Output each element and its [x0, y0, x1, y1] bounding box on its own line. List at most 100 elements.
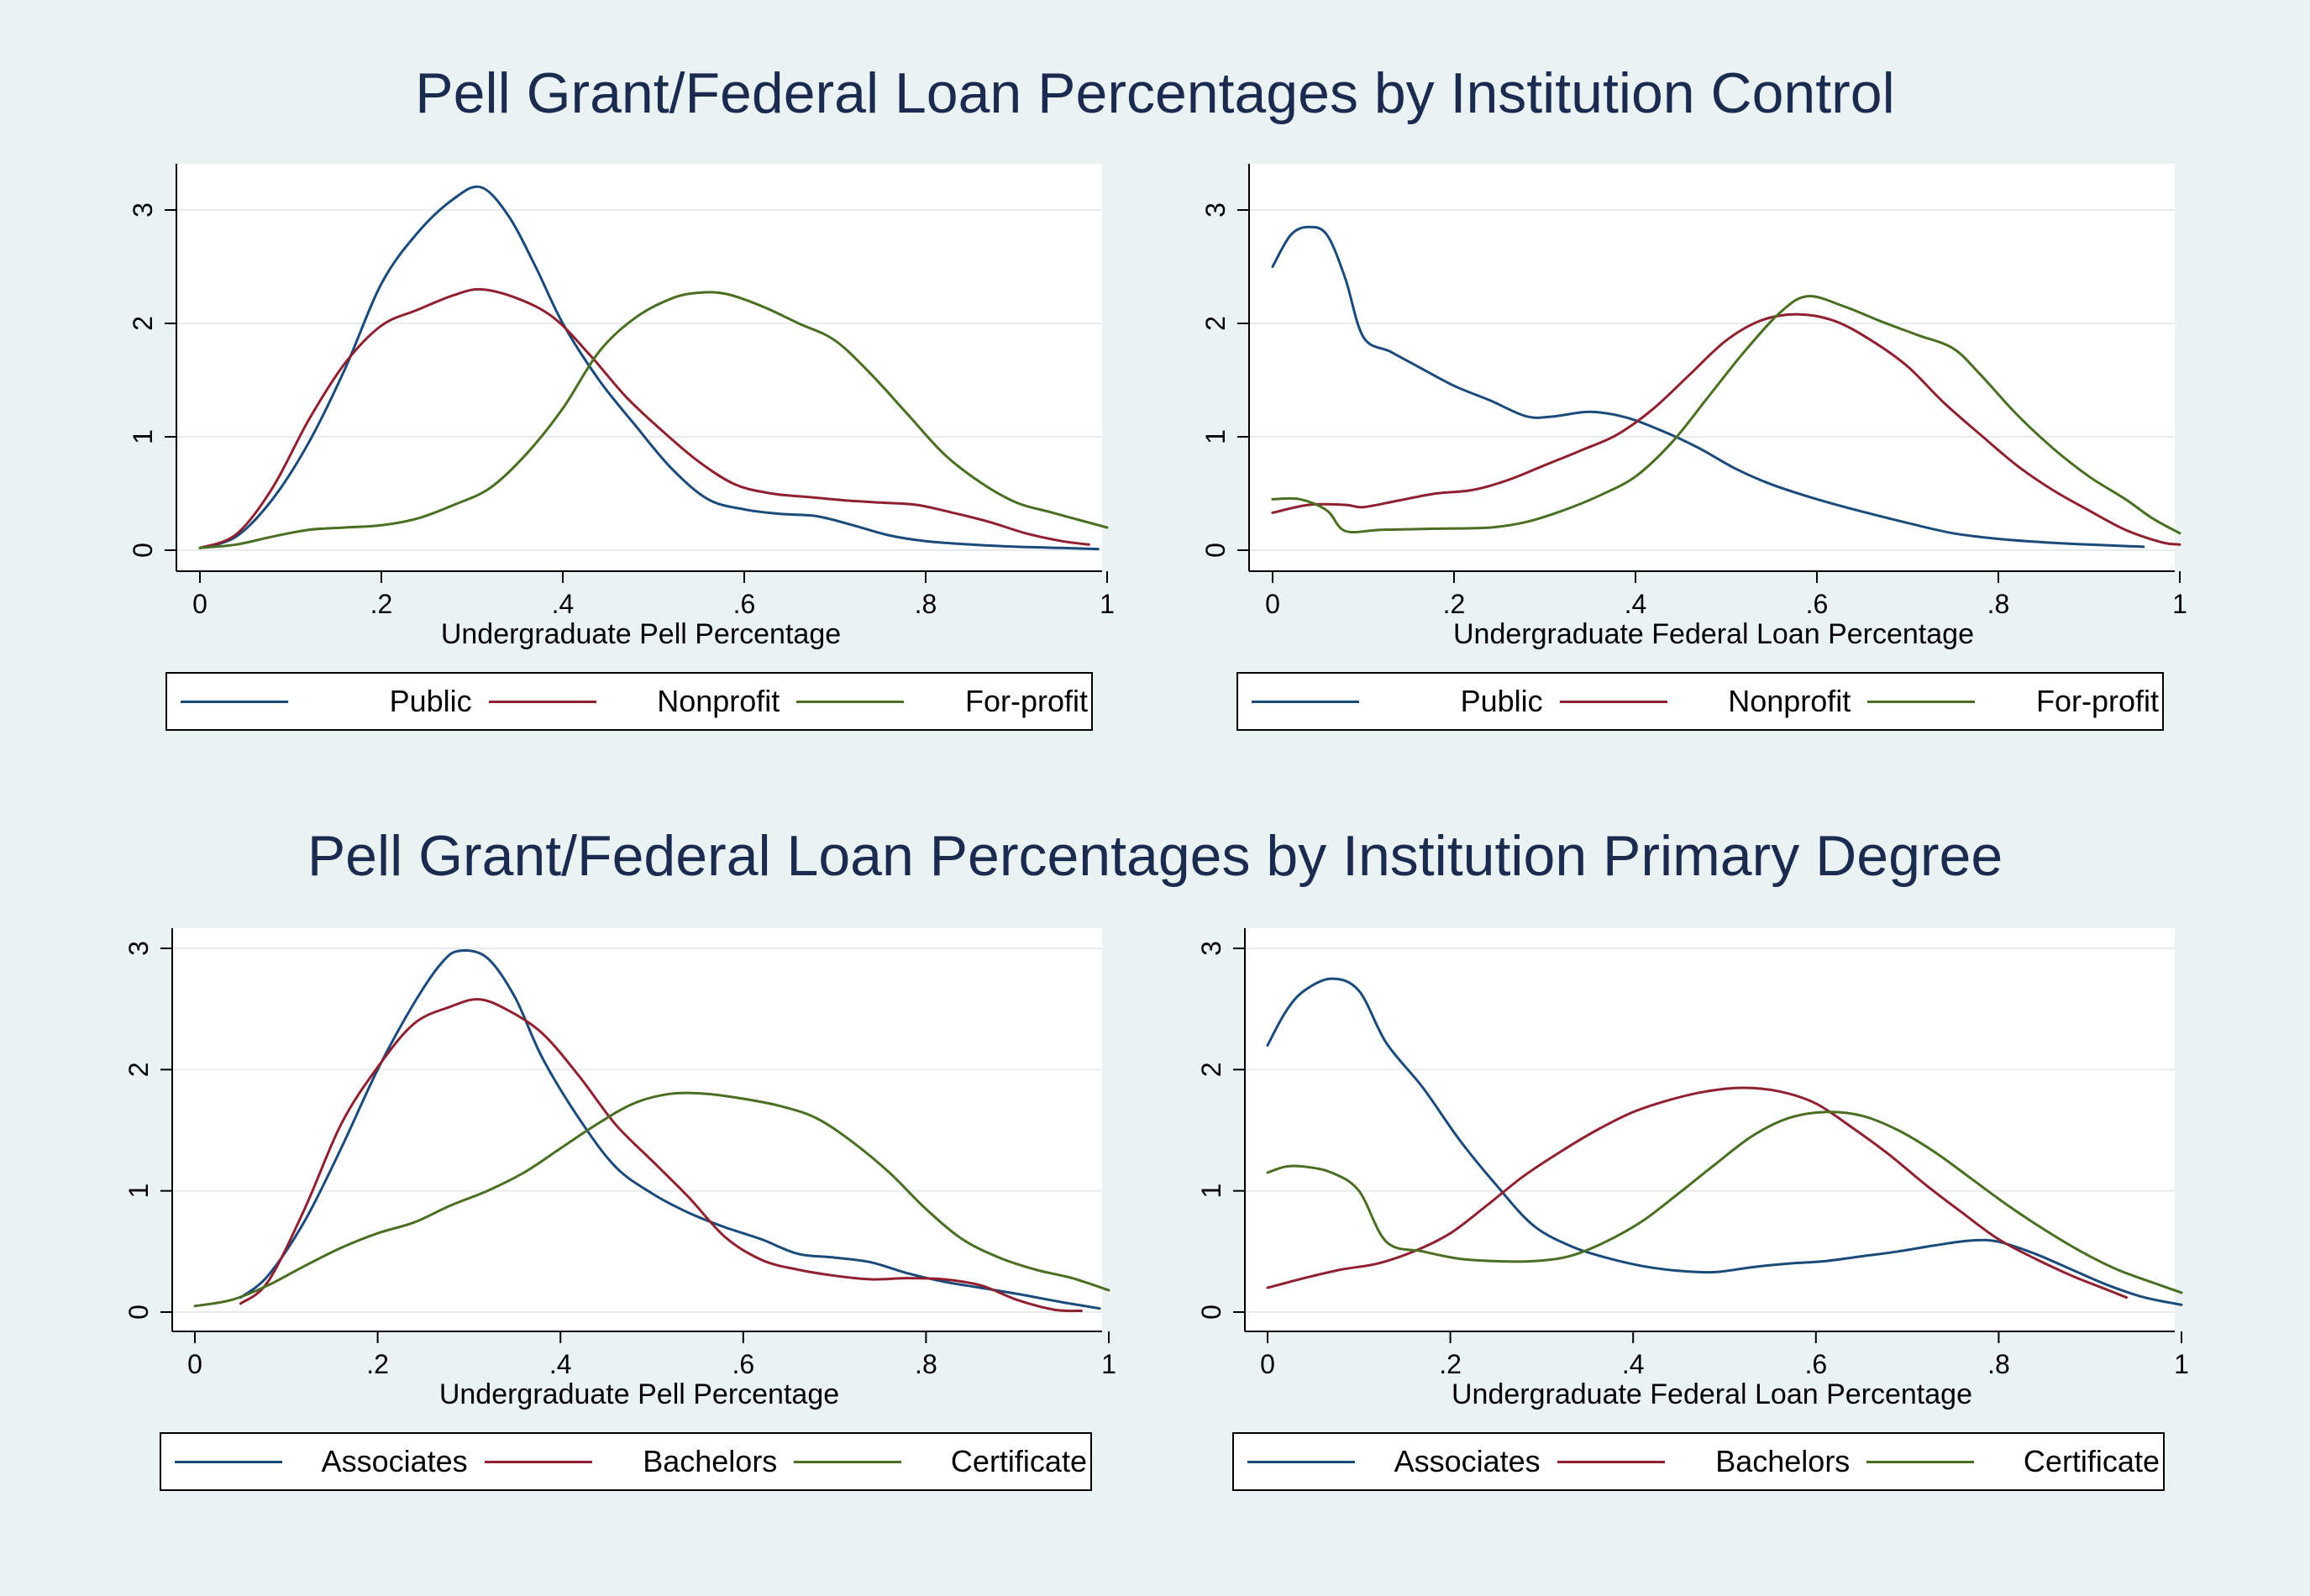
- y-tick-label: 1: [1196, 1184, 1226, 1199]
- series-line-nonprofit: [1271, 312, 2181, 546]
- series-line-certificate: [193, 1091, 1110, 1308]
- series-line-public: [1271, 225, 2145, 549]
- legend-swatch: [1557, 1461, 1665, 1463]
- x-axis-label: Undergraduate Federal Loan Percentage: [1453, 618, 1974, 650]
- x-tick-label: .4: [552, 589, 575, 619]
- x-tick-label: .4: [549, 1349, 572, 1379]
- legend-item: For-profit: [1867, 674, 2159, 729]
- legend-item: Public: [181, 674, 472, 729]
- legend-item: For-profit: [796, 674, 1088, 729]
- y-tick-label: 1: [128, 429, 158, 444]
- series-line-public: [198, 185, 1100, 551]
- plot-area: [176, 164, 1102, 571]
- legend-item: Certificate: [794, 1434, 1087, 1489]
- chart-title-bottom: Pell Grant/Federal Loan Percentages by I…: [307, 824, 2003, 888]
- legend-item: Bachelors: [484, 1434, 778, 1489]
- legend-label: For-profit: [964, 684, 1088, 718]
- legend-item: Nonprofit: [1559, 674, 1851, 729]
- legend-loan-by-control: Public Nonprofit For-profit: [1236, 672, 2164, 731]
- legend-pell-by-control: Public Nonprofit For-profit: [165, 672, 1093, 731]
- legend-item: Certificate: [1866, 1434, 2160, 1489]
- legend-item: Nonprofit: [488, 674, 780, 729]
- panel-pell-by-control: 0 1 2 3 0 .2 .4 .6 .8 1 Undergraduate Pell Percent…: [128, 164, 1115, 650]
- x-tick-label: .6: [1806, 589, 1829, 619]
- panel-loan-by-control: 0 1 2 3 0 .2 .4 .6 .8 1 Undergraduate Federal Loan…: [1200, 164, 2187, 650]
- legend-swatch: [1247, 1461, 1355, 1463]
- legend-label: For-profit: [2035, 684, 2159, 718]
- legend-swatch: [484, 1461, 592, 1463]
- x-tick-label: .6: [732, 1349, 754, 1379]
- legend-label: Public: [1460, 684, 1543, 718]
- x-tick-label: 1: [1100, 589, 1115, 619]
- x-tick-label: 0: [1260, 1349, 1275, 1379]
- series-line-associates: [1266, 977, 2183, 1306]
- y-tick-label: 3: [123, 941, 154, 956]
- legend-label: Public: [389, 684, 472, 718]
- legend-label: Associates: [321, 1444, 468, 1478]
- x-tick-label: 1: [1101, 1349, 1116, 1379]
- legend-label: Bachelors: [643, 1444, 778, 1478]
- panel-loan-by-degree: 0 1 2 3 0 .2 .4 .6 .8 1 Undergraduate Federal Loan…: [1196, 928, 2189, 1410]
- x-tick-label: .8: [915, 589, 937, 619]
- plot-area: [1245, 928, 2175, 1331]
- x-tick-label: 1: [2174, 1349, 2189, 1379]
- legend-swatch: [175, 1461, 282, 1463]
- panel-pell-by-degree: 0 1 2 3 0 .2 .4 .6 .8 1 Undergraduate Pell Percent…: [123, 928, 1116, 1410]
- y-tick-label: 2: [1196, 1062, 1226, 1077]
- x-tick-label: .4: [1625, 589, 1647, 619]
- y-tick-label: 3: [1196, 941, 1226, 956]
- series-line-for-profit: [198, 291, 1109, 549]
- legend-label: Bachelors: [1715, 1444, 1851, 1478]
- x-tick-label: 1: [2172, 589, 2187, 619]
- legend-loan-by-degree: Associates Bachelors Certificate: [1232, 1432, 2165, 1491]
- x-tick-label: .8: [915, 1349, 937, 1379]
- x-tick-label: .6: [733, 589, 756, 619]
- y-tick-label: 2: [128, 316, 158, 331]
- x-tick-label: 0: [187, 1349, 202, 1379]
- plot-area: [1249, 164, 2175, 571]
- legend-item: Associates: [1247, 1434, 1541, 1489]
- legend-swatch: [488, 701, 596, 703]
- series-line-for-profit: [1271, 295, 2181, 535]
- y-tick-label: 1: [1200, 429, 1231, 444]
- legend-label: Nonprofit: [1728, 684, 1851, 718]
- legend-swatch: [1867, 701, 1976, 703]
- x-tick-label: .8: [1987, 589, 2010, 619]
- x-tick-label: .2: [1439, 1349, 1462, 1379]
- legend-label: Certificate: [950, 1444, 1087, 1478]
- x-tick-label: .8: [1987, 1349, 2010, 1379]
- legend-swatch: [1559, 701, 1667, 703]
- y-tick-label: 0: [123, 1305, 154, 1320]
- x-tick-label: 0: [192, 589, 207, 619]
- y-tick-label: 3: [1200, 202, 1231, 218]
- legend-swatch: [181, 701, 288, 703]
- legend-item: Public: [1252, 674, 1543, 729]
- chart-title-top: Pell Grant/Federal Loan Percentages by I…: [415, 61, 1895, 125]
- y-tick-label: 1: [123, 1184, 154, 1199]
- x-axis-label: Undergraduate Pell Percentage: [441, 618, 841, 650]
- legend-swatch: [1866, 1461, 1975, 1463]
- legend-swatch: [796, 701, 905, 703]
- y-tick-label: 2: [123, 1062, 154, 1077]
- legend-pell-by-degree: Associates Bachelors Certificate: [160, 1432, 1092, 1491]
- y-tick-label: 2: [1200, 316, 1231, 331]
- legend-label: Associates: [1394, 1444, 1541, 1478]
- plot-area: [172, 928, 1102, 1331]
- series-line-certificate: [1266, 1110, 2183, 1294]
- x-tick-label: 0: [1265, 589, 1280, 619]
- legend-label: Nonprofit: [657, 684, 780, 718]
- series-line-bachelors: [239, 998, 1083, 1313]
- legend-swatch: [1252, 701, 1359, 703]
- legend-item: Bachelors: [1557, 1434, 1851, 1489]
- x-axis-label: Undergraduate Federal Loan Percentage: [1452, 1378, 1972, 1410]
- y-tick-label: 3: [128, 202, 158, 218]
- x-tick-label: .2: [366, 1349, 389, 1379]
- y-tick-label: 0: [1196, 1305, 1226, 1320]
- y-tick-label: 0: [128, 543, 158, 558]
- legend-label: Certificate: [2023, 1444, 2160, 1478]
- x-tick-label: .6: [1804, 1349, 1827, 1379]
- y-tick-label: 0: [1200, 543, 1231, 558]
- legend-item: Associates: [175, 1434, 468, 1489]
- series-line-nonprofit: [198, 287, 1090, 549]
- legend-swatch: [794, 1461, 902, 1463]
